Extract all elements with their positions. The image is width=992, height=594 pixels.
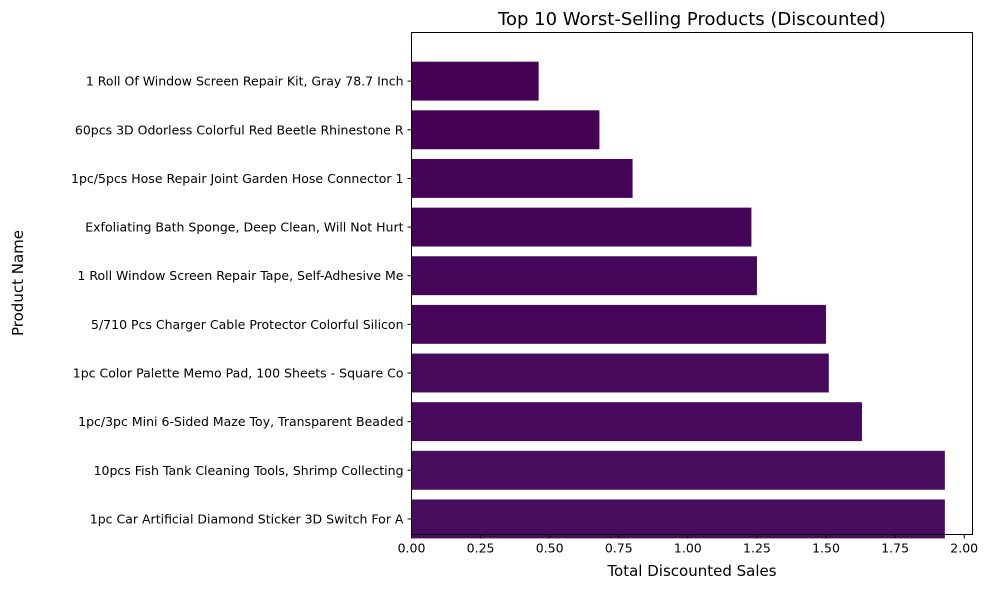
category-label: 1pc Car Artificial Diamond Sticker 3D Sw… (90, 511, 404, 526)
x-tick-label: 1.25 (743, 541, 771, 556)
category-labels: 1 Roll Of Window Screen Repair Kit, Gray… (71, 74, 412, 526)
bar (411, 110, 600, 150)
bar (411, 256, 757, 296)
bar (411, 353, 829, 393)
category-label: 10pcs Fish Tank Cleaning Tools, Shrimp C… (94, 463, 404, 478)
x-tick-label: 0.00 (398, 541, 426, 556)
x-tick-label: 0.75 (605, 541, 633, 556)
bar (411, 158, 633, 198)
x-tick-label: 0.50 (536, 541, 564, 556)
category-label: Exfoliating Bath Sponge, Deep Clean, Wil… (85, 220, 403, 235)
bar (411, 499, 945, 539)
x-tick-label: 0.25 (467, 541, 495, 556)
y-axis-title: Product Name (9, 230, 27, 336)
bar (411, 402, 862, 442)
x-tick-label: 1.50 (812, 541, 840, 556)
x-axis-ticks: 0.00 0.25 0.50 0.75 1.00 1.25 1.50 1.75 2.00 (398, 534, 978, 556)
category-label: 1 Roll Of Window Screen Repair Kit, Gray… (86, 74, 404, 89)
category-label: 1pc Color Palette Memo Pad, 100 Sheets -… (73, 366, 404, 381)
bar (411, 207, 752, 247)
x-axis-title: Total Discounted Sales (606, 562, 776, 580)
category-label: 60pcs 3D Odorless Colorful Red Beetle Rh… (75, 122, 404, 137)
category-label: 5/710 Pcs Charger Cable Protector Colorf… (91, 317, 403, 332)
x-tick-label: 2.00 (950, 541, 978, 556)
category-label: 1 Roll Window Screen Repair Tape, Self-A… (77, 268, 403, 283)
bars-group (411, 61, 945, 539)
plot-frame (411, 32, 973, 535)
bar (411, 304, 827, 344)
category-label: 1pc/3pc Mini 6-Sided Maze Toy, Transpare… (78, 414, 403, 429)
bar (411, 450, 945, 490)
bar (411, 61, 539, 101)
chart-title: Top 10 Worst-Selling Products (Discounte… (497, 9, 886, 30)
x-tick-label: 1.75 (881, 541, 909, 556)
category-label: 1pc/5pcs Hose Repair Joint Garden Hose C… (71, 171, 403, 186)
x-tick-label: 1.00 (674, 541, 702, 556)
